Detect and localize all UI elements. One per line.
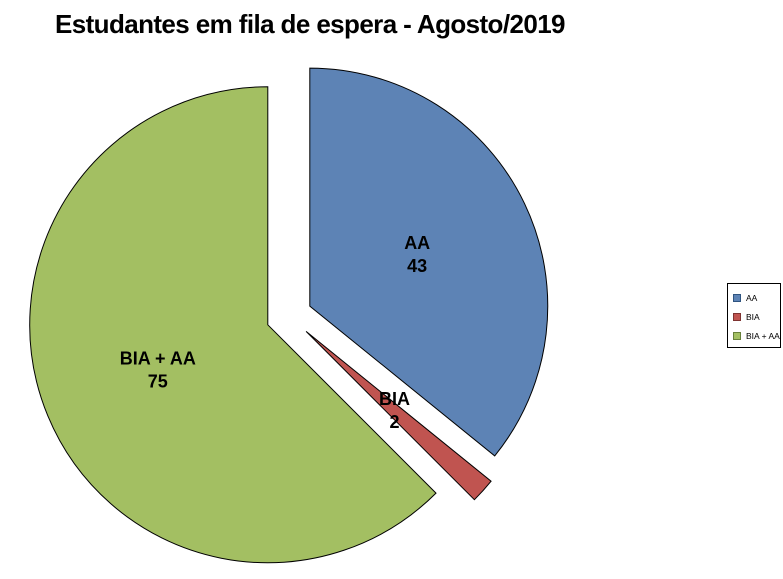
chart-title: Estudantes em fila de espera - Agosto/20… (55, 9, 566, 39)
legend-label: AA (746, 292, 758, 303)
pie-slice-bia (305, 331, 492, 501)
legend-swatch-icon (733, 312, 741, 321)
pie-slice-label-aa: AA (404, 233, 430, 253)
pie-slice-value-bia: 2 (389, 412, 399, 432)
legend: AA BIA BIA + AA (727, 283, 781, 348)
pie-slice-label-bia: BIA (379, 389, 410, 409)
pie-slice-value-aa: 43 (407, 256, 427, 276)
legend-label: BIA + AA (746, 330, 780, 341)
pie-slice-bia-aa (29, 86, 437, 564)
pie-slice-value-bia-aa: 75 (148, 371, 168, 391)
legend-item-bia: BIA (733, 307, 779, 326)
pie-slice-aa (309, 67, 549, 457)
pie-slice-label-bia-aa: BIA + AA (120, 348, 196, 368)
legend-label: BIA (746, 311, 760, 322)
legend-item-bia-aa: BIA + AA (733, 326, 780, 345)
legend-item-aa: AA (733, 288, 779, 307)
legend-swatch-icon (733, 293, 741, 302)
legend-swatch-icon (733, 331, 741, 340)
